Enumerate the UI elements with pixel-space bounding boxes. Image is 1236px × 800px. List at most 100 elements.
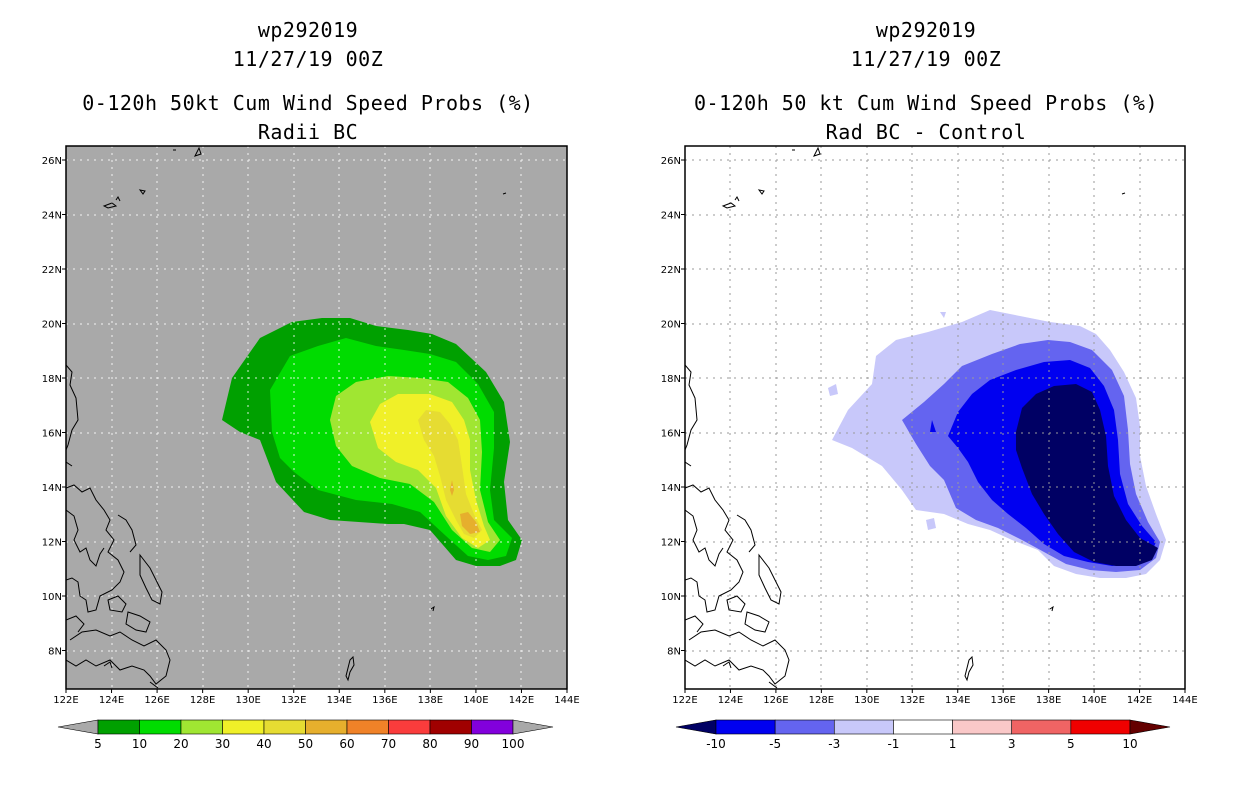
left-lon-label: 128E — [190, 695, 215, 706]
right-lat-label: 10N — [661, 592, 681, 603]
left-contour-40 — [418, 410, 482, 538]
left-colorbar-swatch — [429, 719, 472, 735]
right-colorbar-label: -1 — [887, 737, 899, 751]
left-title-product: 0-120h 50kt Cum Wind Speed Probs (%) — [82, 91, 534, 115]
left-title-storm-id: wp292019 — [257, 18, 359, 42]
left-colorbar-label: 20 — [173, 737, 188, 751]
right-lon-label: 144E — [1172, 695, 1197, 706]
left-colorbar: 5 10 20 30 40 50 60 70 80 90 100 — [57, 719, 554, 751]
left-lon-label: 144E — [554, 695, 579, 706]
left-lat-label: 24N — [42, 211, 62, 222]
left-colorbar-label: 60 — [339, 737, 354, 751]
left-lon-label: 130E — [235, 695, 260, 706]
right-colorbar: -10 -5 -3 -1 1 3 5 10 — [675, 719, 1171, 751]
left-lon-label: 132E — [281, 695, 306, 706]
left-colorbar-label: 100 — [502, 737, 525, 751]
right-title-storm-id: wp292019 — [875, 18, 977, 42]
left-colorbar-label: 30 — [215, 737, 230, 751]
right-contour-minus1-spot-a — [828, 384, 838, 396]
right-lat-label: 26N — [661, 156, 681, 167]
left-lon-labels: 122E 124E 126E 128E 130E 132E 134E 136E 138E 140E… — [53, 689, 580, 706]
left-lon-label: 124E — [99, 695, 124, 706]
right-lon-label: 130E — [854, 695, 879, 706]
right-lat-label: 12N — [661, 538, 681, 549]
left-colorbar-swatch — [263, 719, 306, 735]
right-lon-label: 122E — [672, 695, 697, 706]
left-colorbar-swatch — [471, 719, 514, 735]
left-colorbar-label: 40 — [256, 737, 271, 751]
left-lat-label: 20N — [42, 320, 62, 331]
right-lat-label: 8N — [667, 647, 681, 658]
right-title-subtitle: Rad BC - Control — [825, 120, 1027, 144]
left-colorbar-swatch — [388, 719, 431, 735]
right-lat-label: 18N — [661, 374, 681, 385]
right-colorbar-swatch — [833, 719, 894, 735]
right-lat-label: 20N — [661, 320, 681, 331]
right-colorbar-swatch — [715, 719, 776, 735]
right-colorbar-low-arrow — [675, 719, 717, 735]
left-lon-label: 138E — [418, 695, 443, 706]
left-lat-label: 12N — [42, 538, 62, 549]
left-lat-label: 18N — [42, 374, 62, 385]
left-colorbar-swatch — [222, 719, 265, 735]
right-contour-minus1-spot-c — [940, 312, 946, 318]
left-title-datetime: 11/27/19 00Z — [232, 47, 384, 71]
left-lat-labels: 26N 24N 22N 20N 18N 16N 14N 12N 10N 8N — [42, 156, 66, 658]
left-colorbar-label: 90 — [464, 737, 479, 751]
right-lon-label: 136E — [990, 695, 1015, 706]
right-lon-label: 140E — [1081, 695, 1106, 706]
right-title-product: 0-120h 50 kt Cum Wind Speed Probs (%) — [693, 91, 1159, 115]
left-lon-label: 142E — [509, 695, 534, 706]
left-colorbar-label: 80 — [422, 737, 437, 751]
left-colorbar-label: 50 — [298, 737, 313, 751]
right-colorbar-label: -5 — [769, 737, 781, 751]
left-lat-label: 16N — [42, 429, 62, 440]
right-colorbar-swatch — [893, 719, 953, 735]
left-contour-50 — [460, 512, 480, 534]
right-lon-label: 128E — [809, 695, 834, 706]
left-colorbar-swatch — [139, 719, 182, 735]
right-contour-minus5-spot — [930, 420, 936, 432]
right-lon-label: 126E — [763, 695, 788, 706]
left-contour-50-spot — [450, 480, 454, 496]
right-contour-minus10 — [1016, 384, 1158, 566]
right-colorbar-label: 5 — [1067, 737, 1075, 751]
right-colorbar-swatch — [1070, 719, 1131, 735]
right-lat-label: 16N — [661, 429, 681, 440]
right-title-datetime: 11/27/19 00Z — [850, 47, 1002, 71]
right-lon-labels: 122E 124E 126E 128E 130E 132E 134E 136E 138E 140E… — [672, 689, 1198, 706]
right-lon-label: 138E — [1036, 695, 1061, 706]
right-lat-label: 14N — [661, 483, 681, 494]
left-colorbar-high-arrow — [512, 719, 554, 735]
right-lon-label: 124E — [718, 695, 743, 706]
left-colorbar-swatch — [305, 719, 348, 735]
left-lat-label: 10N — [42, 592, 62, 603]
left-colorbar-label: 70 — [381, 737, 396, 751]
left-map-panel — [65, 145, 568, 690]
right-colorbar-swatch — [774, 719, 835, 735]
left-lon-label: 140E — [463, 695, 488, 706]
left-lon-label: 126E — [144, 695, 169, 706]
right-colorbar-label: -3 — [828, 737, 840, 751]
left-colorbar-swatch — [346, 719, 389, 735]
right-colorbar-label: -10 — [706, 737, 726, 751]
left-map-frame — [65, 145, 568, 690]
right-colorbar-label: 10 — [1122, 737, 1137, 751]
left-colorbar-label: 10 — [132, 737, 147, 751]
left-colorbar-swatch — [97, 719, 140, 735]
right-lat-labels: 26N 24N 22N 20N 18N 16N 14N 12N 10N 8N — [661, 156, 685, 658]
left-lat-label: 22N — [42, 265, 62, 276]
right-lat-label: 24N — [661, 211, 681, 222]
left-lon-label: 136E — [372, 695, 397, 706]
right-lon-label: 134E — [945, 695, 970, 706]
left-lon-label: 134E — [327, 695, 352, 706]
left-lat-label: 26N — [42, 156, 62, 167]
right-lon-label: 142E — [1127, 695, 1152, 706]
right-colorbar-label: 3 — [1008, 737, 1016, 751]
right-lat-label: 22N — [661, 265, 681, 276]
left-lat-label: 8N — [48, 647, 62, 658]
right-map-panel — [684, 145, 1186, 690]
left-title-subtitle: Radii BC — [257, 120, 359, 144]
left-lat-label: 14N — [42, 483, 62, 494]
